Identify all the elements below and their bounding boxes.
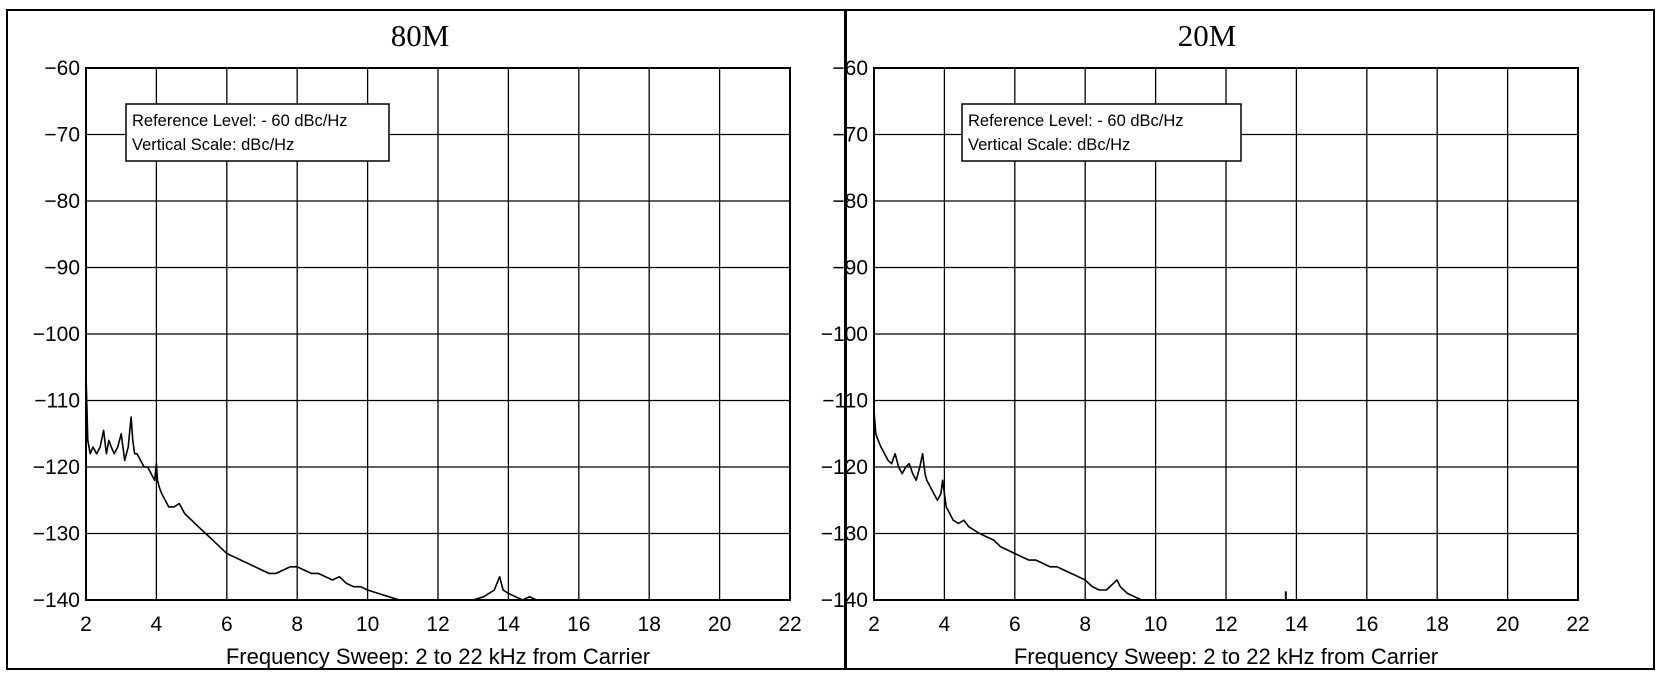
x-tick-label: 20 bbox=[1496, 613, 1519, 636]
annotation-box bbox=[125, 103, 390, 162]
annotation-line: Vertical Scale: dBc/Hz bbox=[968, 136, 1130, 154]
series-line bbox=[85, 373, 544, 601]
y-tick-label: −100 bbox=[821, 323, 868, 346]
x-tick-label: 8 bbox=[1079, 613, 1091, 636]
y-tick-label: −140 bbox=[821, 589, 868, 612]
y-tick-label: −60 bbox=[44, 57, 80, 80]
x-tick-label: 6 bbox=[221, 613, 233, 636]
x-axis-label: Frequency Sweep: 2 to 22 kHz from Carrie… bbox=[226, 644, 650, 669]
series-line bbox=[873, 410, 1170, 601]
y-tick-label: −130 bbox=[821, 523, 868, 546]
y-tick-label: −80 bbox=[832, 190, 868, 213]
x-tick-label: 16 bbox=[567, 613, 590, 636]
y-tick-label: −130 bbox=[33, 523, 80, 546]
y-tick-label: −90 bbox=[44, 257, 80, 280]
x-tick-label: 12 bbox=[1214, 613, 1237, 636]
x-tick-label: 6 bbox=[1009, 613, 1021, 636]
x-tick-label: 22 bbox=[778, 613, 801, 636]
x-tick-label: 22 bbox=[1566, 613, 1589, 636]
x-tick-label: 14 bbox=[1285, 613, 1309, 636]
panel-divider bbox=[844, 9, 847, 670]
x-tick-label: 18 bbox=[1426, 613, 1449, 636]
x-tick-label: 4 bbox=[939, 613, 951, 636]
x-tick-label: 10 bbox=[356, 613, 379, 636]
y-tick-label: −120 bbox=[33, 456, 80, 479]
y-tick-label: −80 bbox=[44, 190, 80, 213]
y-tick-label: −110 bbox=[34, 390, 80, 413]
x-tick-label: 2 bbox=[868, 613, 880, 636]
plot-area-border bbox=[873, 67, 1579, 601]
y-tick-label: −120 bbox=[821, 456, 868, 479]
annotation-line: Reference Level: - 60 dBc/Hz bbox=[132, 112, 348, 130]
x-tick-label: 12 bbox=[426, 613, 449, 636]
y-tick-label: −110 bbox=[822, 390, 868, 413]
annotation-line: Reference Level: - 60 dBc/Hz bbox=[968, 112, 1184, 130]
x-tick-label: 18 bbox=[638, 613, 661, 636]
x-tick-label: 14 bbox=[497, 613, 521, 636]
chart-title: 20M bbox=[1178, 18, 1237, 53]
y-tick-label: −70 bbox=[832, 124, 868, 147]
y-tick-label: −140 bbox=[33, 589, 80, 612]
chart-title: 80M bbox=[391, 18, 450, 53]
y-tick-label: −90 bbox=[832, 257, 868, 280]
x-tick-label: 10 bbox=[1144, 613, 1167, 636]
x-tick-label: 16 bbox=[1355, 613, 1378, 636]
x-tick-label: 20 bbox=[708, 613, 731, 636]
annotation-box bbox=[961, 103, 1242, 162]
y-tick-label: −100 bbox=[33, 323, 80, 346]
x-tick-label: 2 bbox=[80, 613, 92, 636]
y-tick-label: −60 bbox=[832, 57, 868, 80]
y-tick-label: −70 bbox=[44, 124, 80, 147]
x-tick-label: 8 bbox=[291, 613, 303, 636]
annotation-line: Vertical Scale: dBc/Hz bbox=[132, 136, 294, 154]
x-axis-label: Frequency Sweep: 2 to 22 kHz from Carrie… bbox=[1014, 644, 1438, 669]
x-tick-label: 4 bbox=[151, 613, 163, 636]
